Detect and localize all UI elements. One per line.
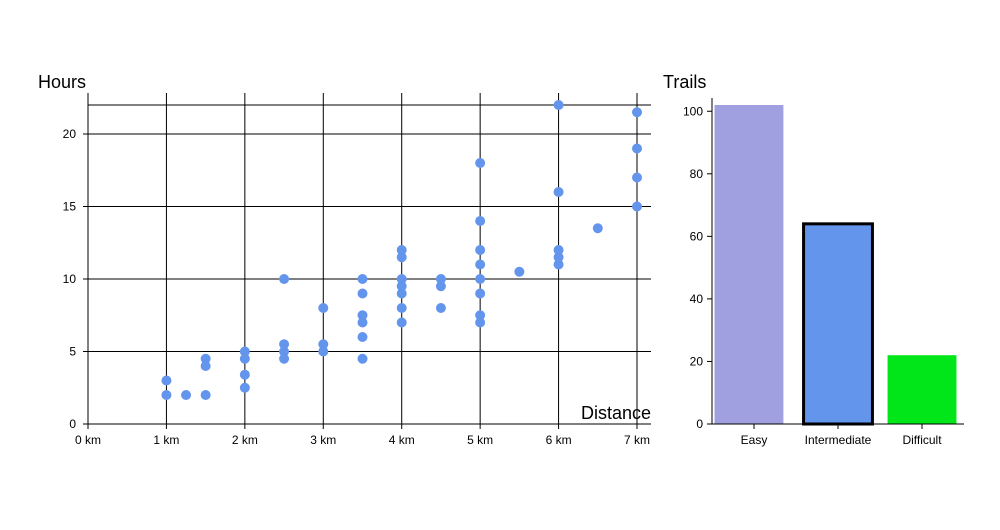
bar-y-tick-label: 20 xyxy=(690,354,704,368)
scatter-x-axis-title: Distance xyxy=(581,403,651,423)
bar-y-tick-label: 40 xyxy=(690,292,704,306)
bar-y-ticks: 0 20 40 60 80 100 xyxy=(683,104,712,431)
scatter-point xyxy=(396,274,407,284)
scatter-point xyxy=(632,172,642,183)
scatter-x-tick-label: 6 km xyxy=(546,433,572,447)
scatter-point xyxy=(357,317,368,328)
scatter-point xyxy=(435,274,446,284)
scatter-y-axis-title: Hours xyxy=(38,72,86,92)
scatter-x-tick-label: 0 km xyxy=(75,433,101,447)
scatter-x-tick-label: 1 km xyxy=(153,433,179,447)
scatter-point xyxy=(396,317,407,328)
scatter-point xyxy=(396,288,407,299)
scatter-x-tick-label: 4 km xyxy=(389,433,415,447)
scatter-point xyxy=(200,361,211,371)
scatter-point xyxy=(318,346,329,357)
scatter-y-tick-label: 20 xyxy=(63,127,77,141)
scatter-point xyxy=(553,259,564,270)
scatter-x-ticks: 0 km 1 km 2 km 3 km 4 km 5 km 6 km 7 km xyxy=(75,424,650,447)
scatter-point xyxy=(396,281,407,292)
bar-y-tick-label: 80 xyxy=(690,167,704,181)
scatter-point xyxy=(553,100,564,110)
scatter-point xyxy=(279,353,290,364)
scatter-y-tick-label: 0 xyxy=(69,417,76,431)
scatter-y-tick-label: 15 xyxy=(63,200,77,214)
scatter-point xyxy=(553,252,564,263)
scatter-point xyxy=(475,259,486,270)
scatter-point xyxy=(435,281,446,292)
scatter-point xyxy=(553,245,564,255)
scatter-point xyxy=(357,310,368,321)
scatter-point xyxy=(514,266,525,277)
scatter-x-tick-label: 5 km xyxy=(467,433,493,447)
scatter-point xyxy=(161,375,172,386)
scatter-point xyxy=(435,303,446,313)
scatter-point xyxy=(475,288,486,299)
scatter-point xyxy=(239,369,250,380)
scatter-point xyxy=(475,317,486,328)
scatter-y-tick-label: 5 xyxy=(69,345,76,359)
scatter-point xyxy=(475,274,486,284)
scatter-point xyxy=(396,252,407,263)
bar-y-tick-label: 0 xyxy=(696,417,703,431)
scatter-chart: 0 km 1 km 2 km 3 km 4 km 5 km 6 km 7 km 0 5 10 15 2… xyxy=(38,72,651,447)
scatter-grid xyxy=(88,93,651,424)
scatter-point xyxy=(239,382,250,393)
bar-easy xyxy=(714,105,784,424)
scatter-point xyxy=(279,339,290,350)
scatter-points xyxy=(161,100,642,400)
scatter-point xyxy=(357,332,368,342)
scatter-y-ticks: 0 5 10 15 20 xyxy=(63,127,88,431)
scatter-point xyxy=(475,158,486,168)
scatter-point xyxy=(396,303,407,313)
scatter-point xyxy=(318,339,329,350)
bar-chart: 0 20 40 60 80 100 Easy Intermediate Difficult T… xyxy=(663,72,964,447)
scatter-point xyxy=(553,187,564,197)
scatter-point xyxy=(318,303,329,313)
scatter-point xyxy=(239,346,250,357)
scatter-point xyxy=(161,390,172,400)
scatter-point xyxy=(632,107,642,118)
bar-x-tick-label: Intermediate xyxy=(805,433,872,447)
scatter-point xyxy=(239,353,250,364)
scatter-point xyxy=(357,274,368,284)
scatter-point xyxy=(475,310,486,321)
scatter-x-tick-label: 3 km xyxy=(310,433,336,447)
scatter-y-tick-label: 10 xyxy=(63,272,77,286)
scatter-point xyxy=(396,245,407,255)
scatter-point xyxy=(475,245,486,255)
bar-y-axis-title: Trails xyxy=(663,72,706,92)
bar-x-tick-label: Difficult xyxy=(902,433,942,447)
scatter-point xyxy=(632,201,642,212)
scatter-point xyxy=(181,390,192,400)
scatter-point xyxy=(592,223,603,234)
scatter-x-tick-label: 2 km xyxy=(232,433,258,447)
bar-difficult xyxy=(887,355,957,424)
bar-intermediate xyxy=(802,222,874,426)
scatter-point xyxy=(357,288,368,299)
bar-y-tick-label: 60 xyxy=(690,229,704,243)
scatter-point xyxy=(200,390,211,400)
bar-x-tick-label: Easy xyxy=(741,433,768,447)
bar-y-tick-label: 100 xyxy=(683,104,703,118)
bar-series xyxy=(714,105,957,426)
bar-x-ticks: Easy Intermediate Difficult xyxy=(741,424,942,447)
scatter-axes xyxy=(87,93,651,425)
scatter-point xyxy=(357,353,368,364)
scatter-point xyxy=(200,353,211,364)
scatter-point xyxy=(475,216,486,226)
scatter-point xyxy=(632,143,642,154)
scatter-x-tick-label: 7 km xyxy=(624,433,650,447)
scatter-point xyxy=(279,346,290,357)
scatter-point xyxy=(279,274,290,284)
